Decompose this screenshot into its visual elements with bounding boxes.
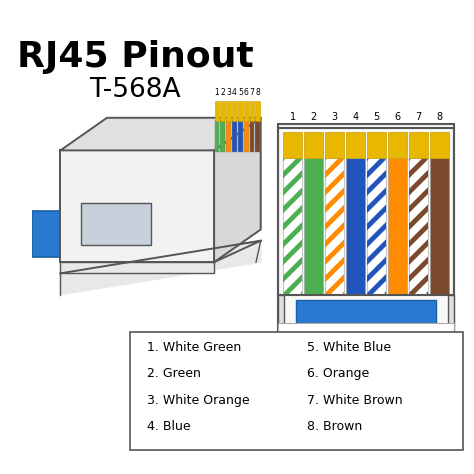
Bar xyxy=(367,132,386,158)
Bar xyxy=(278,124,454,341)
Bar xyxy=(33,211,88,257)
Polygon shape xyxy=(60,118,261,150)
Text: 4: 4 xyxy=(352,112,358,122)
Polygon shape xyxy=(238,119,243,152)
Bar xyxy=(325,132,344,158)
Polygon shape xyxy=(244,101,248,120)
Text: 8: 8 xyxy=(436,112,442,122)
Polygon shape xyxy=(226,101,231,120)
Polygon shape xyxy=(244,119,248,152)
Bar xyxy=(278,295,284,402)
Text: 1. White Green: 1. White Green xyxy=(147,341,241,355)
Bar xyxy=(278,128,454,295)
Text: 6: 6 xyxy=(394,112,401,122)
Bar xyxy=(409,132,428,158)
Polygon shape xyxy=(220,101,225,120)
Bar xyxy=(81,203,151,246)
Text: 6: 6 xyxy=(244,88,248,97)
Bar xyxy=(283,158,302,295)
Polygon shape xyxy=(220,119,225,152)
Text: 3: 3 xyxy=(226,88,231,97)
Bar xyxy=(304,132,323,158)
Bar xyxy=(367,158,386,295)
Text: 4: 4 xyxy=(232,88,237,97)
Bar xyxy=(367,158,386,295)
Text: 2: 2 xyxy=(220,88,225,97)
Polygon shape xyxy=(215,119,219,152)
Text: 2: 2 xyxy=(310,112,317,122)
Text: 3: 3 xyxy=(331,112,337,122)
Bar xyxy=(60,262,214,273)
Text: 6. Orange: 6. Orange xyxy=(307,367,370,381)
Text: 1: 1 xyxy=(215,88,219,97)
Bar xyxy=(278,323,454,341)
Polygon shape xyxy=(226,119,231,152)
Text: 7: 7 xyxy=(249,88,255,97)
Bar xyxy=(448,295,454,402)
Polygon shape xyxy=(214,118,261,262)
Bar xyxy=(325,158,344,295)
Text: 4. Blue: 4. Blue xyxy=(147,419,191,433)
Bar xyxy=(388,158,407,295)
Text: 5: 5 xyxy=(374,112,380,122)
Text: RJ45 Pinout: RJ45 Pinout xyxy=(17,40,253,74)
Text: 2. Green: 2. Green xyxy=(147,367,201,381)
Text: 8: 8 xyxy=(255,88,260,97)
Bar xyxy=(296,301,436,402)
Bar xyxy=(304,158,323,295)
Polygon shape xyxy=(232,119,237,152)
Bar xyxy=(430,158,449,295)
Text: 8. Brown: 8. Brown xyxy=(307,419,363,433)
Bar xyxy=(430,132,449,158)
Bar xyxy=(60,150,214,262)
Polygon shape xyxy=(255,101,260,120)
Text: 7: 7 xyxy=(415,112,421,122)
Bar xyxy=(409,158,428,295)
Polygon shape xyxy=(215,101,219,120)
Polygon shape xyxy=(249,119,255,152)
Text: 5. White Blue: 5. White Blue xyxy=(307,341,392,355)
Bar xyxy=(346,132,365,158)
Bar xyxy=(130,332,463,450)
Bar xyxy=(409,158,428,295)
Bar xyxy=(283,132,302,158)
Bar xyxy=(388,132,407,158)
Text: 7. White Brown: 7. White Brown xyxy=(307,393,403,407)
Bar xyxy=(325,158,344,295)
Text: 5: 5 xyxy=(238,88,243,97)
Polygon shape xyxy=(60,241,261,295)
Bar xyxy=(283,158,302,295)
Polygon shape xyxy=(255,119,260,152)
Polygon shape xyxy=(232,101,237,120)
Text: T-568A: T-568A xyxy=(89,77,181,103)
Polygon shape xyxy=(238,101,243,120)
Text: 3. White Orange: 3. White Orange xyxy=(147,393,250,407)
Text: 1: 1 xyxy=(290,112,296,122)
Bar xyxy=(346,158,365,295)
Polygon shape xyxy=(249,101,255,120)
